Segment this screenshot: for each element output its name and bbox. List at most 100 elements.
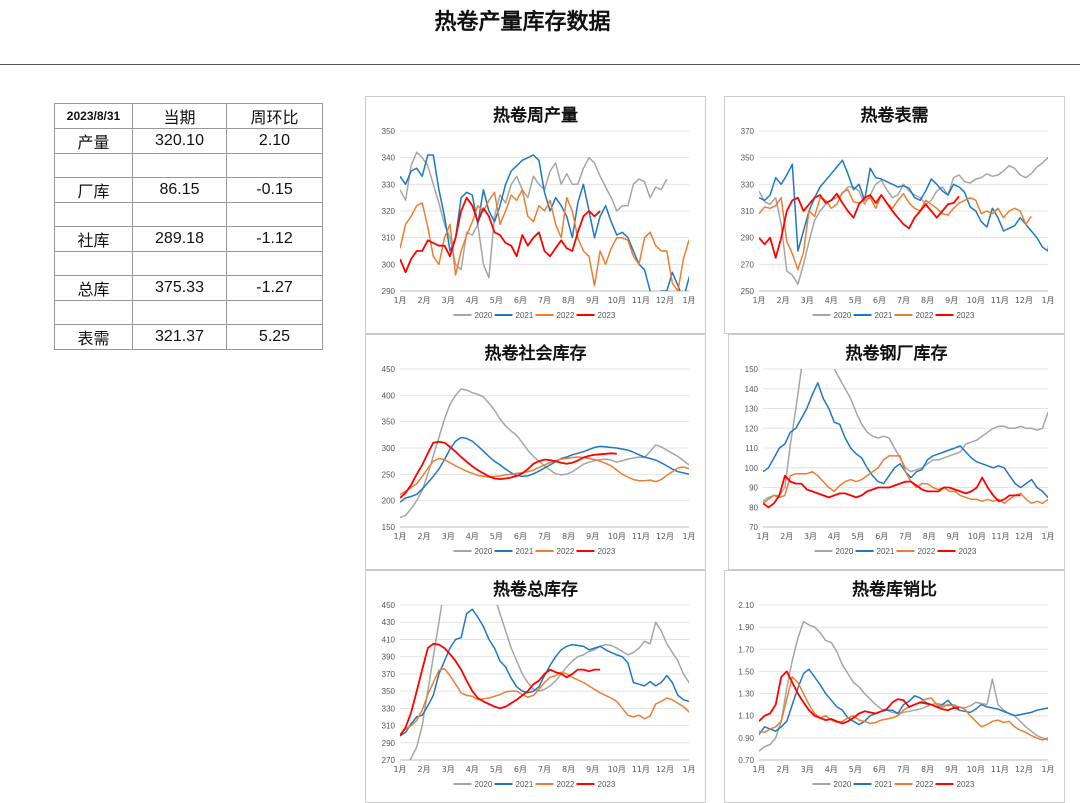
y-tick-label: 80	[749, 503, 758, 512]
x-tick-label: 1月	[682, 765, 695, 774]
x-tick-label: 9月	[586, 765, 599, 774]
chart-panel-total-stock: 热卷总库存 270 290 310 330 350 370 390 410 430 450 1月 2月 3…	[365, 570, 706, 803]
y-tick-label: 0.90	[738, 734, 754, 743]
table-row-output: 产量 320.10 2.10	[54, 128, 323, 154]
legend-label: 2021	[516, 780, 534, 789]
x-tick-label: 10月	[608, 296, 626, 305]
table-header-current: 当期	[132, 103, 227, 129]
x-tick-label: 3月	[442, 532, 455, 541]
x-tick-label: 3月	[804, 532, 817, 541]
y-tick-label: 310	[382, 722, 396, 731]
x-tick-label: 1月	[752, 296, 765, 305]
series-line-2023	[759, 192, 960, 259]
y-tick-label: 1.30	[738, 690, 754, 699]
y-tick-label: 350	[382, 687, 396, 696]
legend-label: 2022	[557, 547, 575, 556]
row-label: 社库	[54, 226, 133, 252]
y-tick-label: 0.70	[738, 756, 754, 765]
plot-area	[400, 605, 689, 760]
series-line-2020	[759, 620, 1048, 752]
chart-title: 热卷库销比	[852, 579, 937, 600]
legend-label: 2022	[916, 311, 934, 320]
series-line-2021	[759, 159, 1048, 252]
y-tick-label: 140	[745, 385, 759, 394]
y-tick-label: 2.10	[738, 601, 754, 610]
y-tick-label: 350	[382, 418, 396, 427]
y-tick-label: 110	[745, 444, 758, 453]
x-tick-label: 8月	[562, 765, 575, 774]
table-spacer-row	[54, 153, 323, 178]
x-tick-label: 7月	[538, 532, 551, 541]
row-wow: -0.15	[226, 177, 323, 203]
x-tick-label: 1月	[1041, 296, 1054, 305]
y-tick-label: 250	[382, 470, 396, 479]
y-tick-label: 120	[745, 424, 759, 433]
x-tick-label: 9月	[945, 765, 958, 774]
x-tick-label: 5月	[849, 296, 862, 305]
y-tick-label: 430	[382, 618, 396, 627]
x-tick-label: 9月	[945, 296, 958, 305]
x-tick-label: 12月	[656, 296, 674, 305]
x-tick-label: 4月	[466, 296, 479, 305]
y-tick-label: 130	[745, 405, 759, 414]
plot-area	[759, 156, 1048, 286]
series-line-2020	[409, 605, 689, 760]
chart-social-stock: 热卷社会库存 150 200 250 300 350 400 450 1月 2月 3月 4月 5月 6月 7…	[382, 343, 696, 556]
summary-table: 2023/8/31 当期 周环比 产量 320.10 2.10 厂库 86.15…	[54, 103, 323, 350]
x-tick-label: 6月	[873, 296, 886, 305]
x-tick-label: 11月	[632, 532, 650, 541]
x-tick-label: 1月	[682, 532, 695, 541]
y-tick-label: 290	[382, 739, 396, 748]
x-tick-label: 8月	[921, 296, 934, 305]
table-header-date: 2023/8/31	[54, 103, 133, 129]
x-tick-label: 8月	[923, 532, 936, 541]
x-tick-label: 5月	[490, 765, 503, 774]
legend-label: 2021	[875, 780, 893, 789]
table-row-apparent-demand: 表需 321.37 5.25	[54, 324, 323, 350]
series-line-2023	[763, 474, 1021, 509]
legend-label: 2020	[475, 780, 493, 789]
row-label: 总库	[54, 275, 133, 301]
x-tick-label: 1月	[756, 532, 769, 541]
x-tick-label: 6月	[873, 765, 886, 774]
x-tick-label: 5月	[849, 765, 862, 774]
x-tick-label: 9月	[946, 532, 959, 541]
series-line-2020	[759, 156, 1048, 286]
series-line-2021	[763, 382, 1048, 499]
legend-label: 2020	[475, 311, 493, 320]
series-line-2021	[400, 154, 689, 291]
table-spacer-row	[54, 202, 323, 227]
legend-label: 2020	[834, 311, 852, 320]
chart-apparent-demand: 热卷表需 250 270 290 310 330 350 370 1月 2月 3月 4月 5月 6月 7月 8…	[741, 105, 1055, 320]
y-tick-label: 150	[745, 365, 759, 374]
x-tick-label: 8月	[562, 532, 575, 541]
x-tick-label: 3月	[801, 765, 814, 774]
x-tick-label: 5月	[851, 532, 864, 541]
x-tick-label: 2月	[418, 296, 431, 305]
legend-label: 2022	[557, 780, 575, 789]
series-line-2020	[400, 151, 668, 279]
x-tick-label: 2月	[418, 532, 431, 541]
x-tick-label: 4月	[825, 765, 838, 774]
table-header-row: 2023/8/31 当期 周环比	[54, 103, 323, 129]
row-current: 320.10	[132, 128, 227, 154]
y-tick-label: 330	[382, 704, 396, 713]
table-row-total-stock: 总库 375.33 -1.27	[54, 275, 323, 301]
series-line-2020	[400, 388, 689, 519]
chart-total-stock: 热卷总库存 270 290 310 330 350 370 390 410 430 450 1月 2月 3…	[382, 579, 696, 789]
series-line-2023	[400, 196, 601, 274]
row-wow: 5.25	[226, 324, 323, 350]
table-spacer-row	[54, 251, 323, 276]
x-tick-label: 10月	[608, 765, 626, 774]
row-current: 375.33	[132, 275, 227, 301]
x-tick-label: 11月	[991, 532, 1009, 541]
legend: 2020 2021 2022 2023	[814, 547, 977, 556]
row-current: 321.37	[132, 324, 227, 350]
table-spacer-row	[54, 300, 323, 325]
x-tick-label: 9月	[586, 296, 599, 305]
y-tick-label: 270	[741, 260, 755, 269]
chart-panel-stock-sales-ratio: 热卷库销比 0.70 0.90 1.10 1.30 1.50 1.70 1.90 2.10 1月 2…	[724, 570, 1065, 803]
x-tick-label: 7月	[538, 296, 551, 305]
chart-weekly-output: 热卷周产量 290 300 310 320 330 340 350 1月 2月 3月 4月 5月 6月 7月…	[382, 105, 696, 320]
chart-title: 热卷社会库存	[485, 343, 587, 364]
